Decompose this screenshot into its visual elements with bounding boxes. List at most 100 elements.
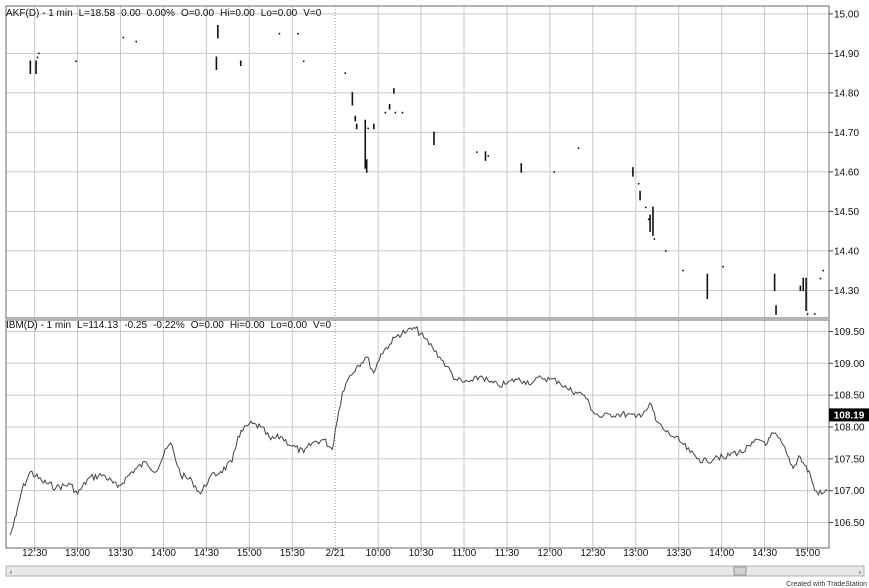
header-readout-value: -0.25 [124,320,147,331]
akf-price-bar [355,123,358,130]
akf-title: AKF(D) - 1 min [6,8,73,19]
akf-price-bar [647,218,650,221]
header-readout-value: O=0.00 [191,320,225,331]
akf-price-bar [433,131,435,146]
akf-price-bar [802,277,805,292]
time-tick-label: 11:30 [495,548,520,559]
time-tick-label: 14:00 [151,548,176,559]
time-tick-label: 10:30 [409,548,434,559]
akf-price-bar [665,250,667,252]
time-tick-label: 13:30 [108,548,133,559]
akf-price-bar [649,214,651,232]
akf-price-bar [484,151,487,161]
akf-price-bar [367,127,369,130]
akf-price-bar [351,92,354,106]
akf-price-bar [36,56,39,59]
header-readout-value: V=0 [303,8,322,19]
time-tick-label: 14:30 [194,548,219,559]
time-tick-label: 15:00 [795,548,820,559]
tradestation-credit: Created with TradeStation [786,581,867,588]
akf-price-bar [805,277,807,311]
akf-price-bar [384,111,387,114]
pane-frames [5,5,830,549]
price-tick-label: 14.60 [834,167,859,178]
horizontal-scrollbar[interactable]: ‹ › [5,565,865,578]
ibm-price-series [9,325,828,536]
price-tick-label: 107.00 [834,486,865,497]
akf-price-bar [373,123,375,130]
header-readout-value: V=0 [313,320,332,331]
akf-price-bar [135,40,138,43]
akf-price-bar [577,147,580,149]
time-tick-label: 13:00 [623,548,648,559]
time-tick-label: 15:30 [280,548,305,559]
akf-price-bar [365,159,368,173]
ibm-price-line [9,325,828,536]
akf-price-bar [388,103,391,110]
akf-price-bar [394,111,397,114]
akf-price-bar [302,60,305,63]
chevron-right-icon[interactable]: › [858,568,862,578]
akf-price-bar [122,36,125,39]
akf-price-bar [632,167,634,177]
price-tick-label: 108.50 [834,391,865,402]
time-tick-label: 12:30 [580,548,605,559]
price-tick-label: 109.50 [834,327,865,338]
akf-price-bar [38,52,40,55]
price-tick-label: 14.50 [834,207,859,218]
akf-price-bar [775,305,777,315]
akf-price-bar [773,273,776,292]
price-tick-label: 108.00 [834,422,865,433]
akf-price-bar [393,88,395,94]
price-tick-label: 14.40 [834,246,859,257]
akf-price-bar [354,115,357,122]
akf-price-bar [401,111,404,114]
akf-price-bar [637,182,640,185]
akf-price-bar [553,171,555,173]
akf-price-bar [682,269,684,272]
akf-price-bar [297,32,299,35]
header-readout-value: L=18.58 [79,8,116,19]
last-price-marker: 108.19 [829,408,869,422]
akf-price-bar [239,60,242,67]
time-tick-label: 14:00 [709,548,734,559]
price-tick-label: 14.30 [834,286,859,297]
akf-header-readout: L=18.58 0.00 0.00% O=0.00 Hi=0.00 Lo=0.00 V=0 [79,8,322,19]
ibm-price-axis: 109.50 109.00 108.50 108.00 107.50 107.00 106.… [829,327,865,529]
header-readout-value: -0.22% [153,320,185,331]
price-tick-label: 14.90 [834,49,859,60]
time-tick-label: 11:00 [452,548,477,559]
time-tick-label: 13:00 [65,548,90,559]
header-readout-value: O=0.00 [181,8,215,19]
akf-price-axis: 15.00 14.90 14.80 14.70 14.60 14.50 14.40 14.30 [829,9,859,297]
akf-price-bar [806,313,809,315]
time-tick-label: 14:30 [752,548,777,559]
ibm-title: IBM(D) - 1 min [6,320,71,331]
akf-pane-frame [5,5,830,319]
akf-price-bar [476,151,478,153]
price-tick-label: 14.80 [834,88,859,99]
ibm-header-readout: L=114.13 -0.25 -0.22% O=0.00 Hi=0.00 Lo=0.00 V… [77,320,332,331]
price-tick-label: 15.00 [834,9,859,20]
time-tick-label: 2/21 [325,548,345,559]
akf-price-bar [819,277,822,280]
time-tick-label: 12:30 [22,548,47,559]
akf-price-bar [639,190,641,201]
akf-price-bar [217,24,219,39]
akf-price-bar [799,285,802,292]
header-readout-value: L=114.13 [77,320,119,331]
akf-price-bar [364,119,367,169]
last-price-label: 108.19 [834,410,865,421]
header-readout-value: 0.00 [121,8,141,19]
akf-price-bar [653,238,656,240]
price-tick-label: 106.50 [834,518,865,529]
price-tick-label: 109.00 [834,359,865,370]
scroll-thumb[interactable] [733,566,747,576]
akf-price-bar [29,60,32,74]
akf-price-bar [652,206,654,236]
akf-price-bar [344,72,347,74]
chevron-left-icon[interactable]: ‹ [9,568,13,578]
header-readout-value: Lo=0.00 [261,8,298,19]
akf-price-bar [644,206,647,209]
